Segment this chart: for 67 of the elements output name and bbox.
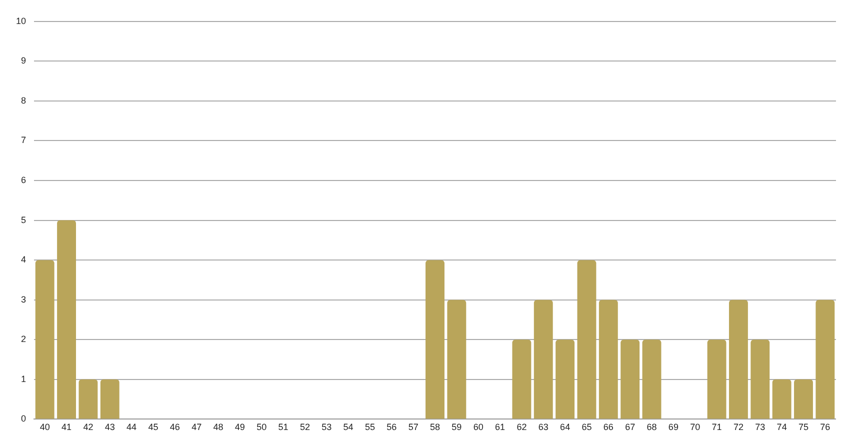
- bar: [556, 340, 575, 419]
- bar: [816, 300, 835, 419]
- x-tick-label: 42: [83, 422, 94, 432]
- x-tick-label: 72: [733, 422, 744, 432]
- y-tick-label: 9: [20, 56, 26, 66]
- bar: [35, 260, 54, 419]
- x-tick-label: 68: [646, 422, 657, 432]
- bar: [78, 379, 98, 419]
- x-tick-label: 46: [170, 422, 180, 432]
- x-tick-label: 55: [364, 422, 375, 432]
- x-tick-label: 65: [582, 422, 592, 432]
- x-tick-label: 71: [712, 422, 722, 432]
- x-tick-label: 49: [234, 422, 245, 432]
- x-tick-label: 76: [820, 422, 830, 432]
- bar: [534, 300, 553, 419]
- bar: [707, 340, 726, 419]
- y-tick-label: 2: [20, 334, 26, 344]
- bar: [512, 340, 532, 419]
- y-tick-label: 4: [20, 254, 26, 265]
- bar: [577, 260, 596, 419]
- bar: [728, 300, 748, 419]
- x-tick-label: 59: [452, 422, 462, 432]
- bar: [598, 300, 618, 419]
- x-tick-label: 73: [755, 422, 766, 432]
- x-tick-label: 74: [776, 422, 787, 432]
- y-tick-label: 10: [16, 16, 26, 26]
- y-tick-label: 3: [20, 294, 26, 304]
- bar: [100, 379, 120, 419]
- y-tick-label: 5: [20, 214, 26, 225]
- x-tick-label: 57: [408, 422, 418, 432]
- x-tick-label: 69: [668, 422, 678, 432]
- x-tick-label: 66: [603, 422, 614, 432]
- x-tick-label: 43: [104, 422, 115, 432]
- x-tick-label: 41: [62, 422, 72, 432]
- bar: [794, 379, 813, 419]
- bar: [447, 300, 466, 419]
- x-tick-label: 64: [560, 422, 570, 432]
- x-tick-label: 40: [40, 422, 50, 432]
- bar: [57, 220, 76, 419]
- x-tick-label: 60: [473, 422, 484, 432]
- x-tick-label: 56: [386, 422, 397, 432]
- y-tick-label: 1: [20, 374, 26, 384]
- bar: [620, 340, 640, 419]
- bar: [642, 340, 662, 419]
- x-tick-label: 47: [192, 422, 202, 432]
- x-tick-label: 54: [343, 422, 354, 432]
- bar: [426, 260, 444, 419]
- bar: [772, 379, 792, 419]
- y-tick-label: 7: [20, 135, 26, 146]
- x-tick-label: 67: [625, 422, 636, 432]
- x-tick-label: 61: [495, 422, 506, 432]
- x-tick-label: 58: [430, 422, 440, 432]
- x-tick-label: 45: [148, 422, 158, 432]
- y-tick-label: 0: [20, 414, 26, 424]
- bar: [750, 340, 770, 419]
- x-tick-label: 44: [126, 422, 137, 432]
- y-tick-label: 8: [20, 95, 26, 106]
- x-tick-label: 51: [278, 422, 288, 432]
- x-tick-label: 63: [538, 422, 548, 432]
- x-tick-label: 50: [256, 422, 267, 432]
- x-tick-label: 62: [516, 422, 527, 432]
- x-tick-label: 53: [322, 422, 332, 432]
- x-tick-label: 70: [690, 422, 700, 432]
- x-tick-label: 48: [213, 422, 224, 432]
- x-tick-label: 75: [798, 422, 808, 432]
- x-tick-label: 52: [300, 422, 310, 432]
- y-tick-label: 6: [20, 175, 26, 186]
